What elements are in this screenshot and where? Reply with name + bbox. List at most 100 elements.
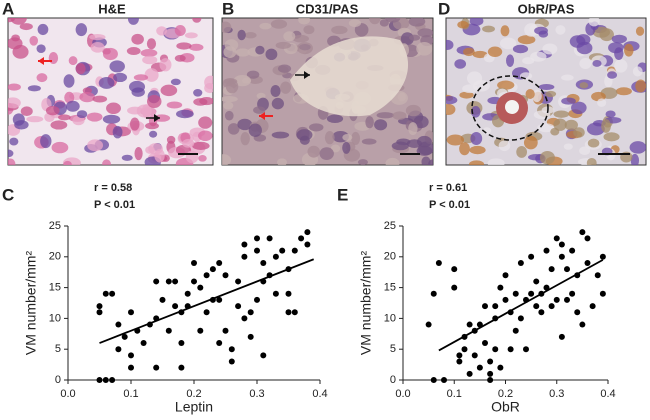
y-tick-label: 20 [384, 251, 396, 263]
image-d [445, 17, 647, 166]
cell [522, 57, 535, 65]
point [456, 358, 463, 365]
cell [192, 141, 210, 150]
point [430, 290, 437, 297]
cell [374, 119, 388, 131]
cell [512, 44, 529, 54]
point [165, 278, 172, 285]
point [172, 303, 179, 310]
cell [498, 140, 511, 152]
y-tick-label: 25 [49, 220, 61, 232]
point [564, 296, 570, 303]
point [435, 259, 442, 266]
cell [277, 64, 292, 73]
y-tick-label: 20 [49, 251, 61, 263]
cell [223, 78, 238, 85]
point [191, 278, 197, 285]
cell [176, 42, 192, 50]
point [543, 247, 550, 254]
cell [303, 25, 315, 35]
cell [563, 143, 573, 150]
cell [8, 158, 16, 165]
cell [487, 158, 505, 165]
cell [76, 110, 88, 119]
y-tick-label: 0 [390, 374, 396, 386]
point [569, 247, 576, 254]
point [216, 259, 223, 266]
cell [224, 110, 234, 121]
cell [159, 58, 172, 72]
point [451, 266, 458, 273]
cell [615, 87, 632, 96]
point [599, 253, 606, 260]
cell [64, 91, 75, 104]
point [553, 235, 560, 242]
point [222, 327, 229, 334]
cell [586, 157, 597, 165]
point [487, 370, 494, 377]
cell [517, 35, 536, 45]
cell [193, 88, 203, 97]
point [96, 309, 103, 316]
cell [10, 18, 27, 25]
cell [561, 74, 574, 81]
cell [463, 47, 475, 57]
cell [102, 47, 118, 61]
x-tick-label: 0.4 [312, 388, 327, 400]
point [497, 284, 504, 291]
cell [468, 160, 485, 165]
point [197, 327, 204, 334]
point [254, 247, 260, 254]
cell [525, 89, 535, 100]
cell [416, 145, 433, 156]
point [589, 303, 596, 310]
cell [193, 98, 208, 106]
cell [342, 141, 351, 154]
cell [545, 90, 557, 98]
point [548, 303, 555, 310]
cell [459, 91, 474, 99]
y-axis-label: VM number/mm² [23, 251, 39, 356]
cell [283, 31, 296, 42]
cell [576, 34, 591, 46]
point [466, 370, 473, 377]
cell [270, 85, 281, 97]
cell [629, 141, 646, 154]
cell [271, 97, 284, 110]
cell [588, 18, 600, 27]
point [594, 272, 601, 279]
cell [470, 132, 483, 145]
cell [459, 142, 470, 156]
cell [174, 25, 186, 36]
cell [29, 35, 39, 46]
cell [553, 110, 570, 118]
point [140, 340, 147, 347]
cell [351, 131, 361, 146]
cell [635, 79, 646, 93]
y-tick-label: 15 [49, 282, 61, 294]
cell [385, 157, 400, 165]
point [502, 272, 509, 279]
point [528, 290, 535, 297]
cell [276, 158, 288, 165]
cell [601, 119, 611, 133]
point [517, 315, 524, 322]
cell [307, 145, 320, 158]
cell [256, 92, 266, 99]
cell [20, 106, 33, 117]
cell [391, 141, 409, 151]
cell [37, 23, 49, 36]
cell [365, 116, 374, 129]
cell [506, 54, 515, 67]
cell [454, 59, 467, 69]
cell [361, 138, 377, 145]
cell [457, 21, 469, 29]
cell [446, 39, 454, 50]
y-axis-label: VM number/mm² [358, 251, 374, 356]
point [523, 346, 529, 353]
cell [89, 34, 106, 41]
annotation: r = 0.58 [94, 182, 132, 194]
point [222, 272, 229, 279]
cell [421, 156, 431, 165]
cell [487, 46, 503, 58]
